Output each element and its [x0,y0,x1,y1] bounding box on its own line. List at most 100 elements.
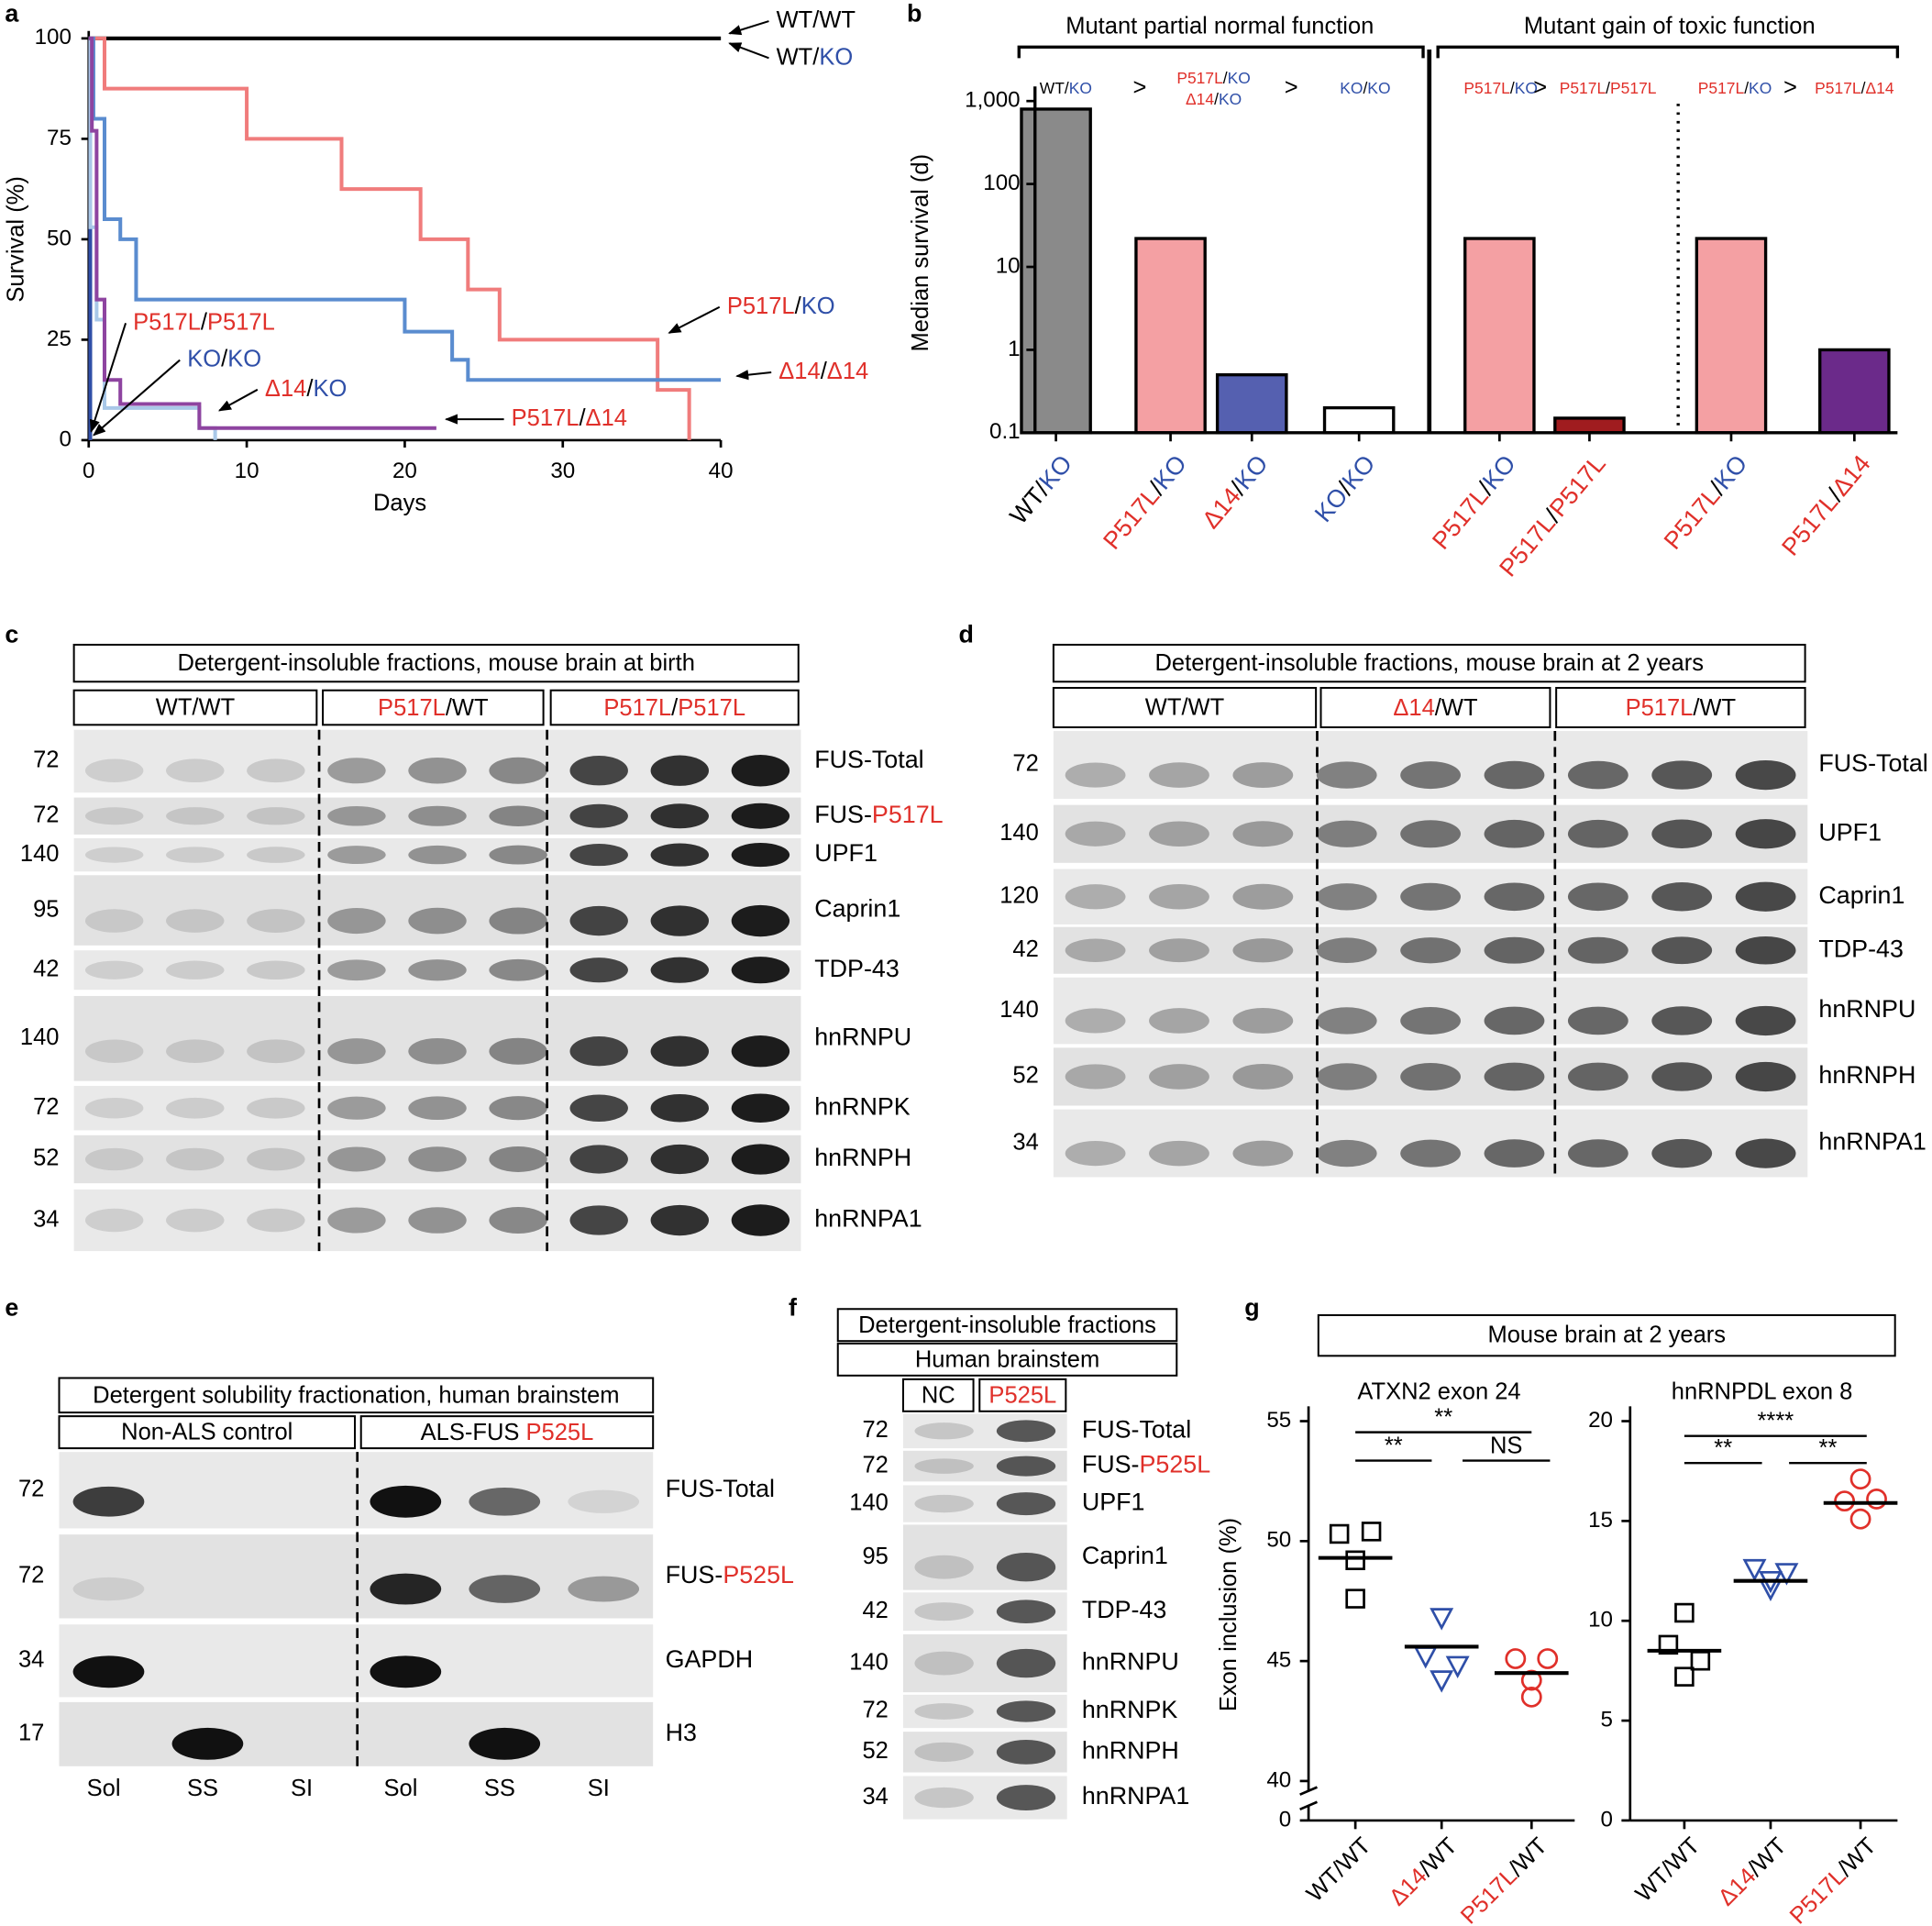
blot-band [650,755,710,786]
blot-band [370,1655,442,1688]
group-box [549,689,800,726]
survival-line [88,36,436,430]
text-part: / [795,293,802,319]
point [1445,1655,1470,1678]
blot-band [1149,1008,1209,1034]
blot-band [489,845,547,865]
text-part: / [1606,79,1610,97]
blot-band [327,959,386,981]
text-part: / [671,695,679,721]
text-part: P525L [1140,1451,1211,1478]
text-part: P517L [133,309,201,335]
mw-label: 140 [999,997,1039,1023]
point [1674,1666,1695,1687]
blot-band [1149,883,1209,910]
text-part: KO [1219,90,1242,108]
mw-label: 95 [33,896,59,922]
blot-band [731,904,790,937]
blot-band [1567,936,1628,964]
blot-band [1400,820,1461,848]
blot-band [327,758,386,784]
blot-band [84,1208,144,1233]
blot-band [1316,761,1377,789]
group-box [322,689,545,726]
blot-band [1735,819,1796,849]
text-part: P517L [1626,695,1694,721]
blot-band [327,1146,386,1172]
mw-label: 72 [862,1698,888,1723]
blot-band [1065,821,1126,847]
protein-label: UPF1 [814,839,878,867]
header-text: Detergent-insoluble fractions, mouse bra… [177,650,694,676]
blot-band [1400,1006,1461,1035]
group-label: NC [922,1382,955,1408]
protein-label: hnRNPK [1082,1696,1178,1723]
blot-band [1400,1139,1461,1168]
arrow [668,305,721,334]
sig-label: ** [1714,1435,1732,1461]
text-part: FUS [814,801,864,828]
group-box [978,1378,1067,1412]
mw-label: 17 [18,1721,44,1746]
mw-label: 72 [1012,751,1038,777]
mw-label: 52 [862,1738,888,1764]
blot-band [408,757,467,784]
text-part: P517L [872,801,944,828]
mw-label: 140 [849,1649,889,1675]
sig-label: ** [1385,1433,1403,1459]
blot-band [489,1146,547,1172]
blot-band [914,1787,974,1809]
blot-band [1065,884,1126,910]
group-label: Non-ALS control [121,1420,293,1445]
blot-band [996,1700,1056,1722]
mw-label: 52 [1012,1063,1038,1089]
lane-label: SI [291,1776,313,1801]
panel-letter: a [5,0,19,27]
blot-band [1735,1005,1796,1036]
x-tick-label: P517L/WT [1784,1832,1881,1926]
blot-band [1651,819,1713,848]
lane-label: SS [187,1776,218,1801]
text-part: P525L [988,1382,1056,1408]
y-tick-label: 45 [1266,1648,1291,1673]
blot-band [650,1144,710,1175]
axis-break [1299,1786,1318,1796]
group-label: Mutant gain of toxic function [1524,14,1816,39]
x-tick-label: P517L/KO [1427,450,1521,555]
bar [1322,405,1396,435]
mw-label: 34 [1012,1129,1038,1155]
text-part: Δ14 [827,359,868,384]
text-part: KO [1515,79,1538,97]
blot-band [1232,1140,1294,1167]
blot-band [247,1147,305,1171]
y-tick-label: 75 [47,126,72,150]
comparison-label: WT/KO [1040,79,1092,97]
blot-band [1567,1139,1628,1168]
arrow [93,359,181,437]
blot-band [1149,1064,1209,1090]
x-axis-label: Days [373,491,426,516]
blot-band [247,960,305,980]
blot-band [1484,936,1545,964]
text-part: / [1214,90,1219,108]
mw-label: 140 [849,1489,889,1515]
point [1658,1634,1679,1655]
point [1849,1468,1871,1490]
blot-band [84,960,144,980]
blot-band [247,1208,305,1233]
header-text: Detergent-insoluble fractions, mouse bra… [1154,650,1704,676]
blot-band [166,847,225,863]
blot-band [914,1494,974,1513]
y-tick-label: 40 [1266,1767,1291,1792]
blot-band [408,907,467,935]
blot-band [1400,937,1461,964]
blot-band [1232,1007,1294,1034]
text-part: FUS [472,1420,519,1445]
text-part: P517L [512,405,580,431]
blot-band [247,758,305,783]
protein-label: hnRNPH [1082,1736,1179,1764]
text-part: KO [1228,69,1251,87]
blot-band [568,1576,640,1602]
blot-band [731,1093,790,1123]
group-label: Δ14/WT [1393,695,1477,721]
